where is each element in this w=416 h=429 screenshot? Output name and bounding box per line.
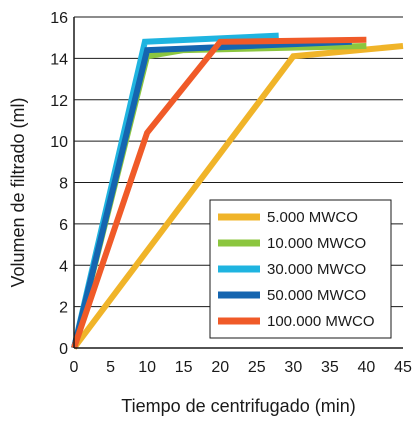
y-tick-label: 6 <box>59 217 68 234</box>
x-axis-title: Tiempo de centrifugado (min) <box>121 396 355 416</box>
x-tick-label: 15 <box>175 359 193 376</box>
series-lines <box>71 32 404 350</box>
y-tick-label: 10 <box>50 134 68 151</box>
y-tick-label: 16 <box>50 10 68 27</box>
x-tick-label: 0 <box>70 359 79 376</box>
legend-label-4: 100.000 MWCO <box>267 313 375 330</box>
tick-labels: 0 5 10 15 20 25 30 35 40 45 0 2 4 6 8 10 12 14 16 <box>50 10 412 376</box>
y-axis-title: Volumen de filtrado (ml) <box>8 97 28 287</box>
y-tick-label: 0 <box>59 341 68 358</box>
legend: 5.000 MWCO 10.000 MWCO 30.000 MWCO 50.000 M… <box>209 199 392 339</box>
legend-label-1: 10.000 MWCO <box>267 235 366 252</box>
y-tick-label: 14 <box>50 51 68 68</box>
series-line-0 <box>71 43 404 350</box>
y-tick-label: 8 <box>59 176 68 193</box>
x-tick-label: 10 <box>138 359 156 376</box>
y-tick-label: 2 <box>59 300 68 317</box>
x-tick-label: 30 <box>284 359 302 376</box>
x-tick-label: 25 <box>248 359 266 376</box>
legend-label-3: 50.000 MWCO <box>267 287 366 304</box>
y-tick-label: 4 <box>59 258 68 275</box>
x-tick-label: 40 <box>358 359 376 376</box>
legend-label-0: 5.000 MWCO <box>267 209 358 226</box>
series-line-4 <box>71 36 367 349</box>
x-tick-label: 20 <box>211 359 229 376</box>
x-tick-label: 45 <box>394 359 412 376</box>
y-tick-label: 12 <box>50 93 68 110</box>
legend-label-2: 30.000 MWCO <box>267 261 366 278</box>
series-line-3 <box>71 38 352 349</box>
x-tick-label: 5 <box>106 359 115 376</box>
axes <box>73 17 403 349</box>
x-tick-label: 35 <box>321 359 339 376</box>
